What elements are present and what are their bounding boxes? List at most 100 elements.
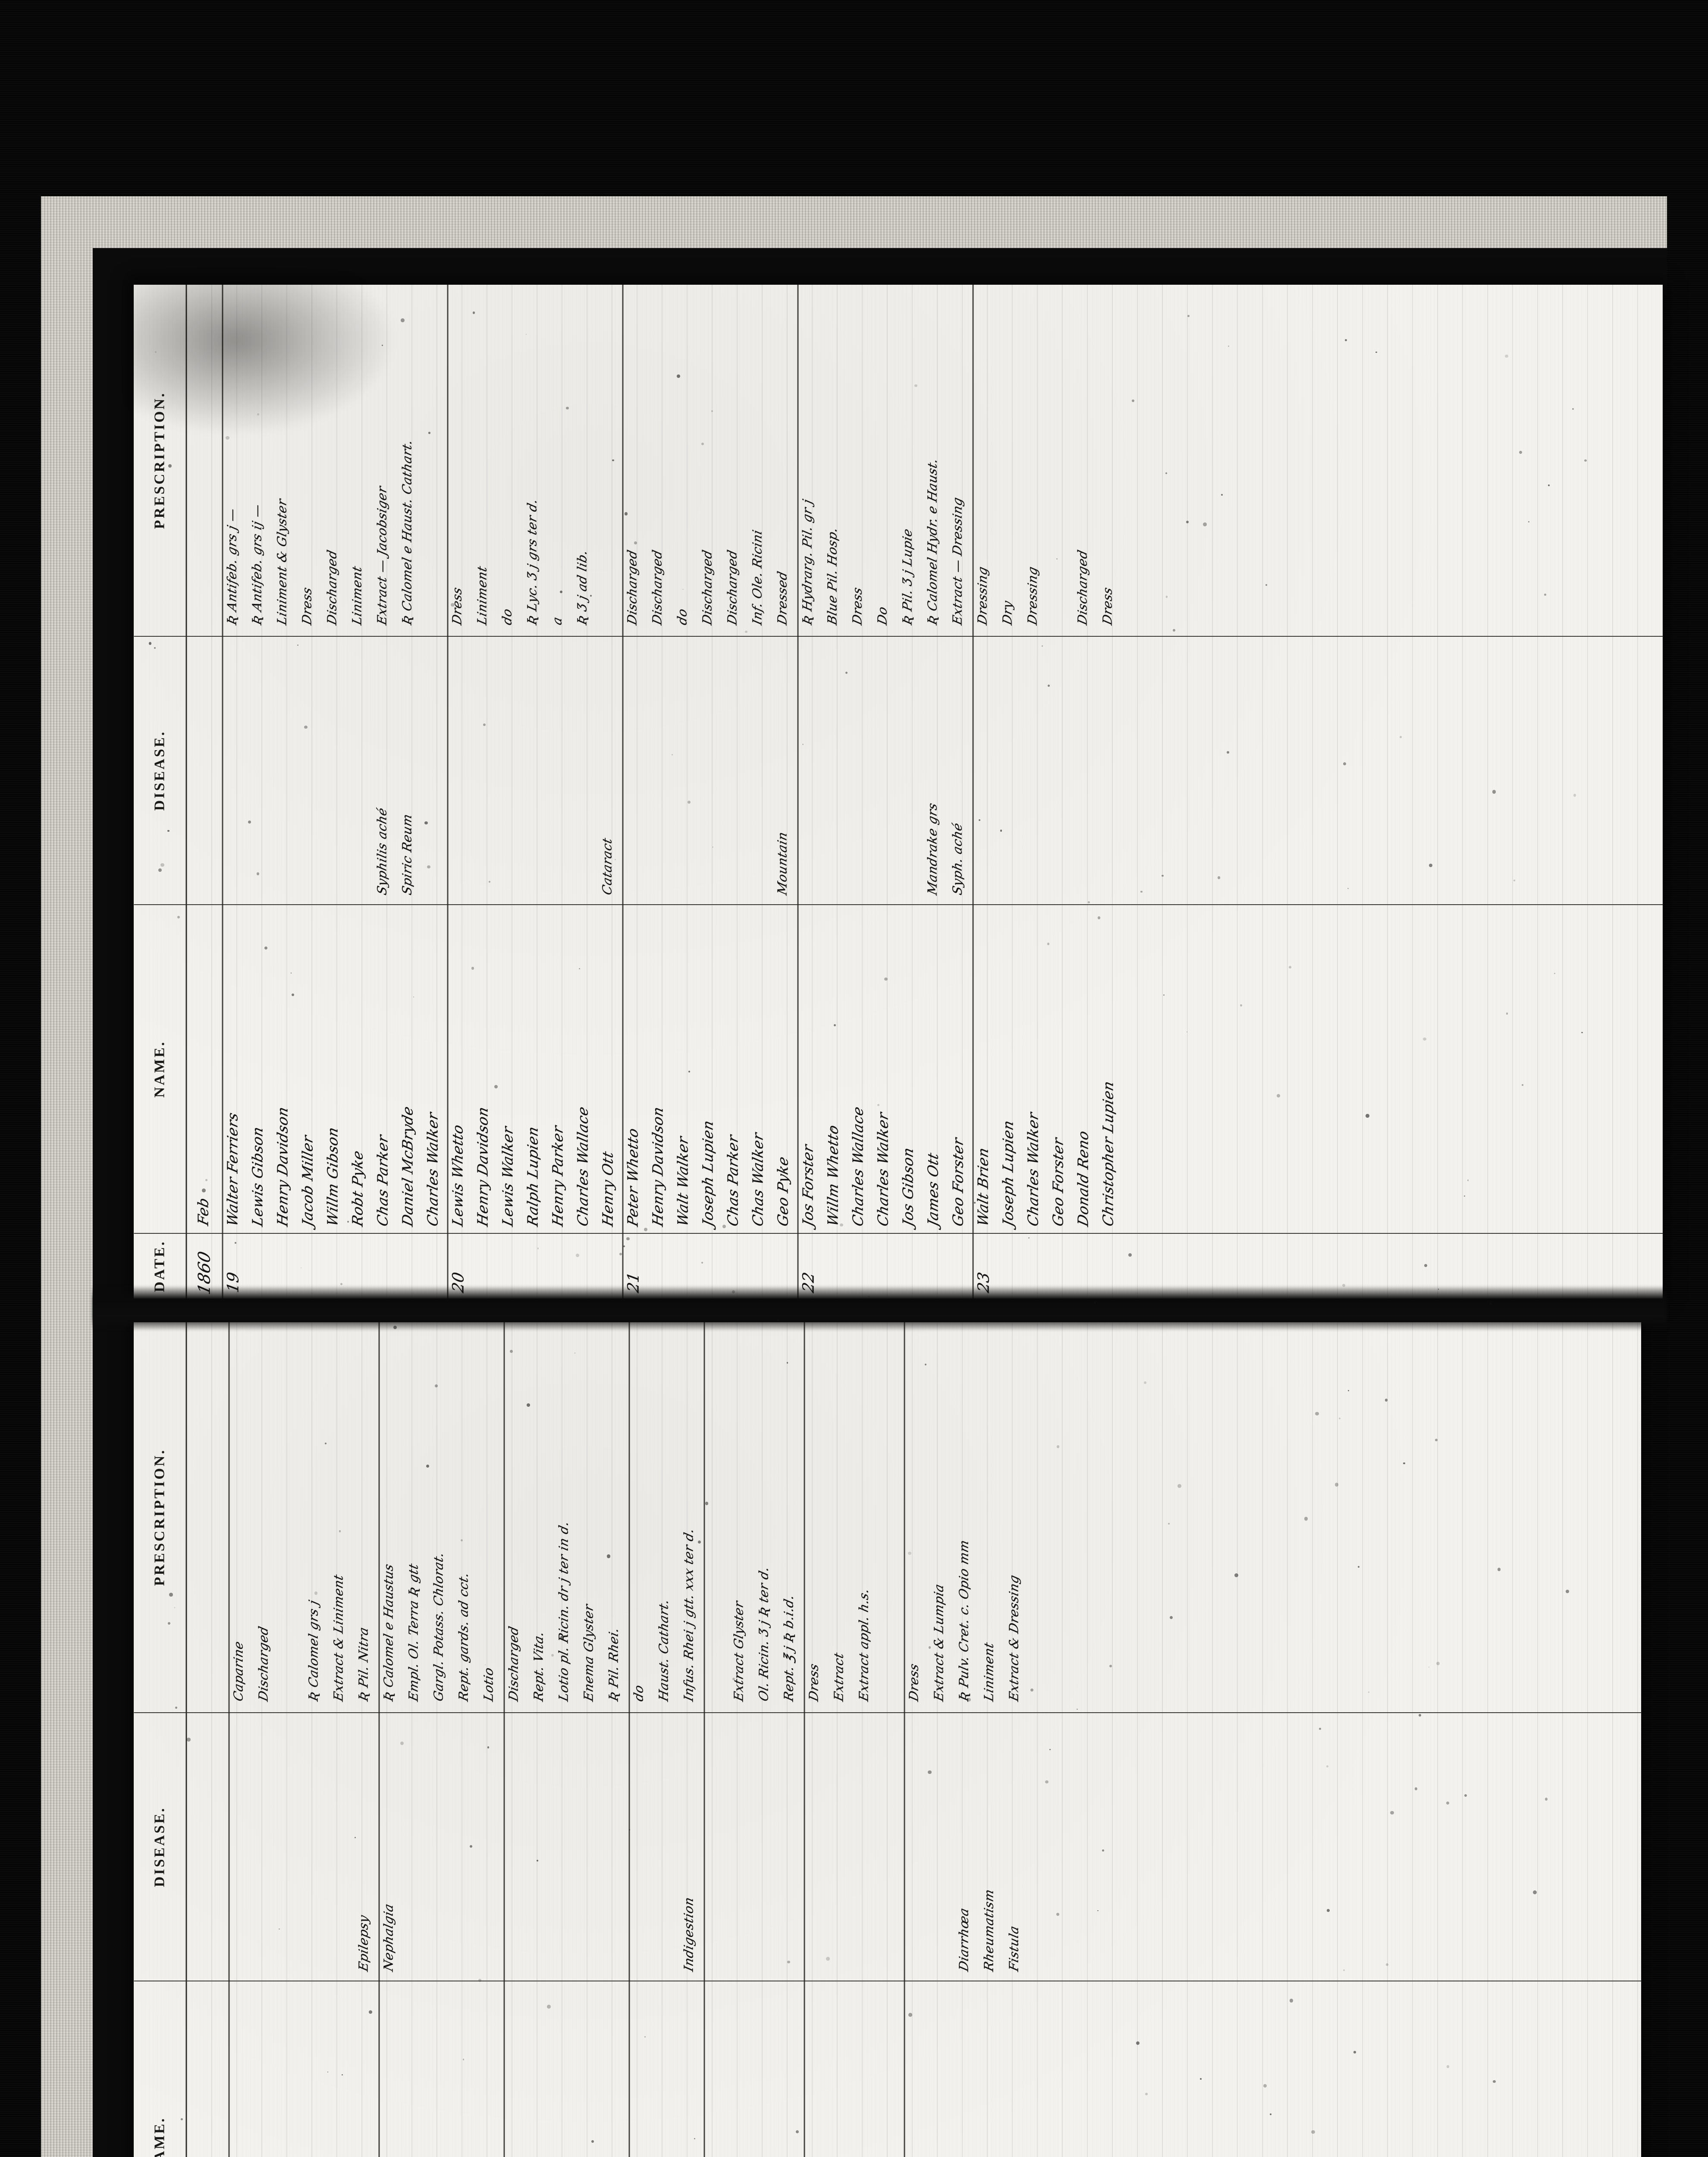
film-speck: [1290, 1999, 1293, 2002]
film-speck: [1319, 1728, 1321, 1730]
film-speck: [626, 1237, 630, 1241]
film-speck: [644, 1228, 647, 1231]
microfilm-frame: DATE. NAME. DISEASE. PRESCRIPTION. 1860 F…: [0, 0, 1708, 2157]
film-speck: [694, 2138, 695, 2139]
film-speck: [1277, 1094, 1280, 1097]
film-speck: [1132, 399, 1134, 402]
film-speck: [483, 723, 486, 726]
film-speck: [1056, 1913, 1059, 1915]
film-speck: [1423, 1038, 1426, 1041]
film-speck: [355, 1837, 356, 1838]
film-speck: [1048, 685, 1050, 687]
film-speck: [382, 345, 383, 346]
film-speck: [1386, 1963, 1388, 1966]
column-header-name: NAME.: [134, 1981, 185, 2157]
film-speck: [1573, 794, 1576, 797]
film-speck: [802, 744, 804, 745]
frame-band-top: [41, 196, 1667, 248]
film-speck: [187, 1738, 190, 1741]
film-speck: [428, 432, 430, 434]
film-speck: [1366, 1114, 1369, 1118]
film-speck: [347, 1221, 349, 1223]
film-speck: [1436, 1662, 1440, 1665]
film-speck: [1109, 1665, 1112, 1667]
film-speck: [967, 1698, 971, 1701]
film-speck: [612, 459, 614, 461]
film-speck: [160, 863, 164, 867]
film-speck: [1467, 1179, 1469, 1181]
film-speck: [711, 410, 713, 412]
frame-gap-left: [93, 248, 140, 2157]
ledger-sheet-right: DATE. NAME. DISEASE. PRESCRIPTION. 1860 F…: [134, 285, 1663, 1299]
film-speck: [1548, 484, 1550, 486]
column-header-row-right: DATE. NAME. DISEASE. PRESCRIPTION.: [134, 285, 187, 1299]
film-speck: [471, 967, 474, 970]
film-speck: [1335, 1483, 1338, 1486]
film-speck: [1498, 1568, 1501, 1571]
column-header-disease: DISEASE.: [134, 636, 185, 904]
film-speck: [722, 1225, 726, 1228]
film-speck: [1424, 1264, 1427, 1267]
ledger-body-left: [187, 1322, 1641, 2157]
film-speck: [884, 978, 887, 981]
film-speck: [478, 1979, 481, 1982]
ledger-page-right: DATE. NAME. DISEASE. PRESCRIPTION. 1860 F…: [134, 285, 1663, 1299]
film-speck: [677, 374, 680, 378]
film-speck: [427, 865, 430, 868]
film-speck: [607, 1554, 610, 1558]
column-prescription: [187, 1322, 1641, 1712]
ledger-table-left: DATE. NAME. DISEASE. PRESCRIPTION.: [134, 1322, 1641, 2157]
film-speck: [537, 1860, 538, 1861]
film-speck: [1234, 1573, 1238, 1577]
film-speck: [1554, 973, 1555, 974]
film-speck: [1163, 994, 1165, 996]
film-speck: [845, 672, 848, 674]
film-speck: [826, 1957, 830, 1961]
film-speck: [1168, 1523, 1170, 1525]
film-speck: [470, 1845, 472, 1848]
film-speck: [1493, 2080, 1496, 2083]
film-speck: [205, 1179, 207, 1181]
film-speck: [1221, 494, 1223, 496]
film-speck: [463, 2059, 465, 2060]
film-speck: [487, 1746, 490, 1748]
film-speck: [1047, 943, 1049, 945]
film-speck: [591, 2140, 594, 2143]
film-speck: [1240, 1004, 1242, 1006]
film-speck: [560, 591, 562, 593]
film-speck: [1385, 1399, 1388, 1401]
film-speck: [1186, 521, 1189, 523]
film-speck: [1400, 736, 1402, 738]
film-speck: [1343, 1969, 1345, 1971]
film-speck: [155, 351, 157, 353]
film-speck: [1506, 1012, 1508, 1014]
film-speck: [401, 318, 404, 322]
film-speck: [1566, 1590, 1569, 1593]
film-speck: [279, 1928, 280, 1930]
film-speck: [248, 821, 251, 824]
film-speck: [342, 2074, 343, 2075]
film-speck: [1140, 891, 1143, 893]
film-speck: [705, 1502, 709, 1505]
film-speck: [1077, 1709, 1078, 1710]
film-speck: [619, 1253, 622, 1255]
film-speck: [1177, 1484, 1181, 1488]
film-speck: [787, 1961, 790, 1963]
film-speck: [393, 1326, 397, 1329]
film-speck: [579, 968, 580, 969]
film-speck: [1492, 790, 1496, 793]
film-speck: [625, 512, 628, 515]
column-prescription: [187, 285, 1663, 636]
frame-band-left: [41, 196, 93, 2157]
film-speck: [1447, 2065, 1450, 2068]
film-speck: [424, 821, 428, 825]
film-speck: [1304, 1517, 1308, 1521]
film-speck: [688, 801, 691, 804]
film-speck: [1166, 596, 1168, 598]
film-speck: [167, 830, 170, 832]
film-speck: [291, 972, 292, 974]
film-speck: [304, 726, 307, 729]
film-speck: [1342, 1284, 1345, 1287]
film-speck: [1000, 830, 1002, 831]
column-header-prescription: PRESCRIPTION.: [134, 285, 185, 636]
